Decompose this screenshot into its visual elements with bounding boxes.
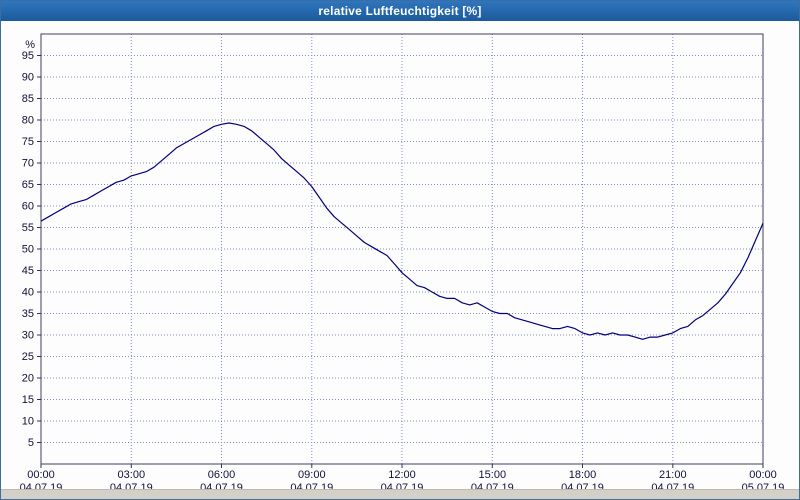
svg-text:15:00: 15:00 <box>479 469 507 481</box>
svg-text:12:00: 12:00 <box>388 469 416 481</box>
svg-text:85: 85 <box>22 93 34 105</box>
svg-text:70: 70 <box>22 158 34 170</box>
svg-text:00:00: 00:00 <box>27 469 55 481</box>
svg-text:%: % <box>25 39 35 51</box>
svg-text:95: 95 <box>22 50 34 62</box>
svg-text:09:00: 09:00 <box>298 469 326 481</box>
chart-panel: 5 10 15 20 25 30 35 40 45 50 55 60 65 70 75 80 85 90 95 00:… <box>1 21 799 499</box>
svg-text:06:00: 06:00 <box>208 469 236 481</box>
svg-text:50: 50 <box>22 244 34 256</box>
svg-text:10: 10 <box>22 416 34 428</box>
svg-text:90: 90 <box>22 72 34 84</box>
svg-text:18:00: 18:00 <box>569 469 597 481</box>
svg-text:80: 80 <box>22 115 34 127</box>
svg-text:20: 20 <box>22 373 34 385</box>
svg-text:45: 45 <box>22 265 34 277</box>
svg-text:00:00: 00:00 <box>749 469 777 481</box>
svg-text:21:00: 21:00 <box>659 469 687 481</box>
bottom-bar <box>1 489 799 499</box>
svg-text:03:00: 03:00 <box>118 469 146 481</box>
humidity-chart: 5 10 15 20 25 30 35 40 45 50 55 60 65 70 75 80 85 90 95 00:… <box>20 33 784 494</box>
svg-text:75: 75 <box>22 136 34 148</box>
svg-text:40: 40 <box>22 287 34 299</box>
svg-text:35: 35 <box>22 308 34 320</box>
svg-text:30: 30 <box>22 330 34 342</box>
svg-text:55: 55 <box>22 222 34 234</box>
svg-text:65: 65 <box>22 179 34 191</box>
svg-text:60: 60 <box>22 201 34 213</box>
window-title: relative Luftfeuchtigkeit [%] <box>318 4 482 18</box>
svg-text:25: 25 <box>22 351 34 363</box>
title-bar: relative Luftfeuchtigkeit [%] <box>1 1 799 21</box>
svg-text:5: 5 <box>28 437 34 449</box>
svg-text:15: 15 <box>22 394 34 406</box>
